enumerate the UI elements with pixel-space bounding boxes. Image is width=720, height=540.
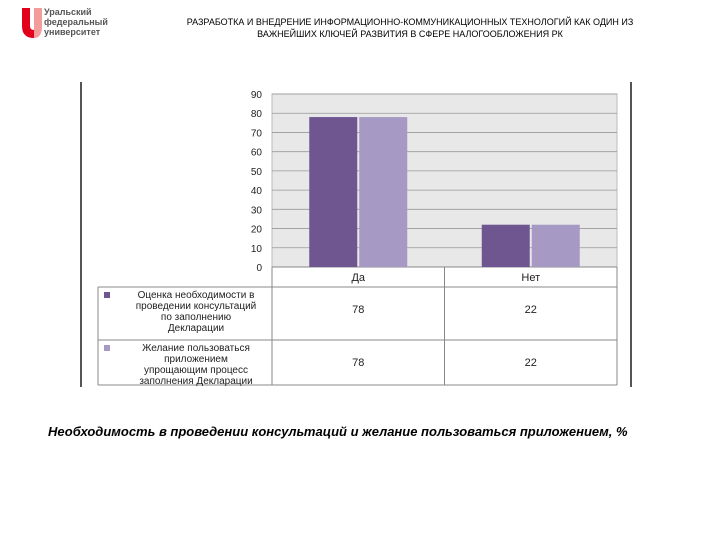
chart-caption: Необходимость в проведении консультаций … [48, 424, 628, 439]
y-tick-label: 20 [251, 225, 263, 236]
university-logo [20, 6, 130, 42]
logo-line: федеральный [44, 17, 108, 27]
y-tick-label: 50 [251, 167, 263, 178]
data-label: 22 [525, 304, 537, 316]
data-label: 78 [352, 304, 364, 316]
bar [359, 117, 408, 267]
bar [309, 117, 358, 267]
x-category-label: Нет [521, 272, 540, 284]
legend-label-line: проведении консультаций [136, 301, 257, 312]
logo-line: Уральский [44, 7, 92, 17]
y-tick-label: 70 [251, 128, 263, 139]
legend-label-line: приложением [164, 354, 228, 365]
legend-label-line: по заполнению [161, 312, 232, 323]
y-tick-label: 40 [251, 186, 263, 197]
logo-line: университет [44, 27, 101, 37]
bar-chart: 0 10 20 30 40 50 60 70 80 90 Да Нет Оценка необходим… [97, 90, 618, 387]
legend-label-line: упрощающим процесс [144, 365, 248, 376]
x-category-label: Да [351, 272, 365, 284]
chart-frame: 0 10 20 30 40 50 60 70 80 90 Да Нет Оценка необходим… [80, 82, 632, 387]
legend-label-line: заполнения Декларации [139, 376, 252, 387]
legend-label-line: Желание пользоваться [142, 343, 250, 354]
header-line-2: ВАЖНЕЙШИХ КЛЮЧЕЙ РАЗВИТИЯ В СФЕРЕ НАЛОГО… [257, 29, 563, 39]
y-tick-label: 60 [251, 148, 263, 159]
legend-label-line: Декларации [168, 323, 224, 334]
data-label: 22 [525, 357, 537, 369]
y-tick-label: 0 [256, 263, 262, 274]
data-label: 78 [352, 357, 364, 369]
slide-header: РАЗРАБОТКА И ВНЕДРЕНИЕ ИНФОРМАЦИОННО-КОМ… [150, 16, 670, 40]
header-line-1: РАЗРАБОТКА И ВНЕДРЕНИЕ ИНФОРМАЦИОННО-КОМ… [186, 17, 634, 27]
y-tick-label: 30 [251, 205, 263, 216]
bar [481, 224, 530, 267]
logo-text: Уральский федеральный университет [44, 7, 108, 37]
logo-emblem-icon [22, 8, 42, 38]
legend-swatch [104, 292, 110, 298]
legend-label-line: Оценка необходимости в [138, 289, 255, 301]
y-tick-label: 90 [251, 90, 263, 101]
legend-swatch [104, 345, 110, 351]
y-tick-label: 10 [251, 244, 263, 255]
bar [531, 224, 580, 267]
y-tick-label: 80 [251, 109, 263, 120]
